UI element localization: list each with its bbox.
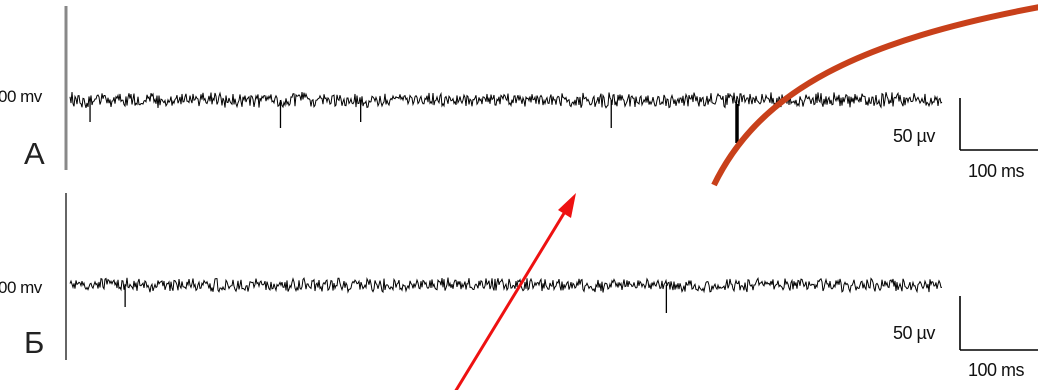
panel-a-letter: А (24, 136, 45, 171)
panel-b-trace (69, 276, 942, 294)
panel-b-baseline-label: 00 mv (0, 278, 42, 297)
panel-b-scale-amplitude: 50 µv (893, 323, 935, 343)
panel-b (65, 193, 1038, 360)
panel-a-baseline-label: 00 mv (0, 87, 42, 106)
panel-a-scale-amplitude: 50 µv (893, 126, 935, 146)
panel-a-trace (69, 91, 943, 109)
panel-a (64, 6, 1038, 170)
panel-a-scale-time: 100 ms (968, 161, 1025, 181)
curved-arrow (711, 4, 1038, 187)
panel-b-spikes (124, 285, 668, 313)
straight-arrow (454, 193, 576, 390)
panel-b-letter: Б (24, 325, 45, 360)
arrowhead (558, 193, 576, 218)
panel-b-scale-time: 100 ms (968, 360, 1025, 380)
